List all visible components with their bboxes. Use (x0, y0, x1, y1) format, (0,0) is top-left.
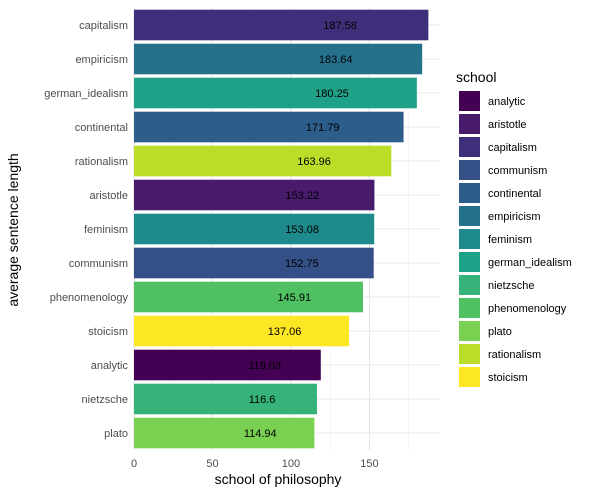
y-tick-label: continental (75, 122, 128, 134)
x-axis-title: school of philosophy (215, 471, 342, 487)
bar-feminism (134, 213, 375, 245)
y-tick-label: feminism (84, 224, 128, 236)
y-tick-label: rationalism (75, 156, 128, 168)
legend-items: analytic aristotle capitalism communism cont… (459, 91, 572, 387)
legend-label: plato (488, 326, 512, 338)
legend-label: aristotle (488, 119, 527, 131)
legend-label: feminism (488, 234, 532, 246)
x-tick-label: 50 (206, 458, 218, 470)
bar-value-label: 145.91 (277, 292, 311, 304)
y-tick-label: plato (104, 428, 128, 440)
legend-swatch-analytic (459, 91, 480, 111)
y-tick-label: analytic (91, 360, 129, 372)
bar-value-label: 171.79 (306, 122, 340, 134)
legend-label: rationalism (488, 349, 541, 361)
legend-swatch-rationalism (459, 344, 480, 364)
legend-label: empiricism (488, 211, 541, 223)
bar-communism (134, 247, 374, 279)
y-tick-label: german_idealism (44, 88, 128, 100)
legend-swatch-aristotle (459, 114, 480, 134)
x-tick-label: 150 (360, 458, 378, 470)
x-tick-label: 100 (282, 458, 300, 470)
y-tick-labels: capitalism empiricism german_idealismconti… (44, 20, 128, 440)
legend-label: phenomenology (488, 303, 567, 315)
bar-continental (134, 111, 404, 143)
bar-empiricism (134, 43, 423, 75)
bar-german_idealism (134, 77, 417, 109)
bar-value-label: 114.94 (244, 428, 277, 440)
bar-nietzsche (134, 383, 317, 415)
bar-value-label: 153.08 (285, 224, 319, 236)
bar-value-label: 116.6 (249, 394, 276, 406)
y-axis-title: average sentence length (5, 153, 21, 306)
legend-swatch-phenomenology (459, 298, 480, 318)
y-tick-label: capitalism (79, 20, 128, 32)
legend-label: nietzsche (488, 280, 534, 292)
y-tick-label: phenomenology (50, 292, 129, 304)
y-tick-label: nietzsche (82, 394, 128, 406)
legend-label: communism (488, 165, 547, 177)
y-tick-label: aristotle (89, 190, 128, 202)
legend-label: german_idealism (488, 257, 572, 269)
legend-swatch-capitalism (459, 137, 480, 157)
bars (134, 9, 429, 449)
legend-label: continental (488, 188, 541, 200)
bar-value-label: 152.75 (285, 258, 319, 270)
y-tick-label: stoicism (88, 326, 128, 338)
legend-label: capitalism (488, 142, 537, 154)
legend-swatch-plato (459, 321, 480, 341)
bar-phenomenology (134, 281, 363, 313)
bar-capitalism (134, 9, 429, 41)
bar-value-label: 153.22 (285, 190, 319, 202)
legend-swatch-stoicism (459, 367, 480, 387)
legend-swatch-communism (459, 160, 480, 180)
legend-swatch-empiricism (459, 206, 480, 226)
bar-stoicism (134, 315, 350, 347)
bar-value-label: 180.25 (315, 88, 349, 100)
bar-rationalism (134, 145, 392, 177)
legend-swatch-nietzsche (459, 275, 480, 295)
bar-value-label: 183.64 (319, 54, 353, 66)
bar-labels: 187.58 183.64 180.25 171.79 163.96 153.22 153.… (244, 20, 357, 440)
legend-label: stoicism (488, 372, 528, 384)
y-tick-label: empiricism (75, 54, 128, 66)
legend-swatch-german_idealism (459, 252, 480, 272)
legend-title: school (456, 69, 496, 85)
bar-value-label: 163.96 (297, 156, 331, 168)
y-tick-label: communism (69, 258, 128, 270)
bar-value-label: 119.03 (248, 360, 281, 372)
bar-aristotle (134, 179, 375, 211)
x-tick-label: 0 (131, 458, 137, 470)
bar-analytic (134, 349, 321, 381)
bar-value-label: 137.06 (268, 326, 302, 338)
legend-swatch-continental (459, 183, 480, 203)
bar-value-label: 187.58 (323, 20, 357, 32)
x-tick-labels: 0 50 100 150 (131, 458, 379, 470)
bar-plato (134, 417, 315, 449)
legend: school analytic aristotle capitalism commun… (456, 69, 572, 387)
legend-swatch-feminism (459, 229, 480, 249)
legend-label: analytic (488, 96, 526, 108)
